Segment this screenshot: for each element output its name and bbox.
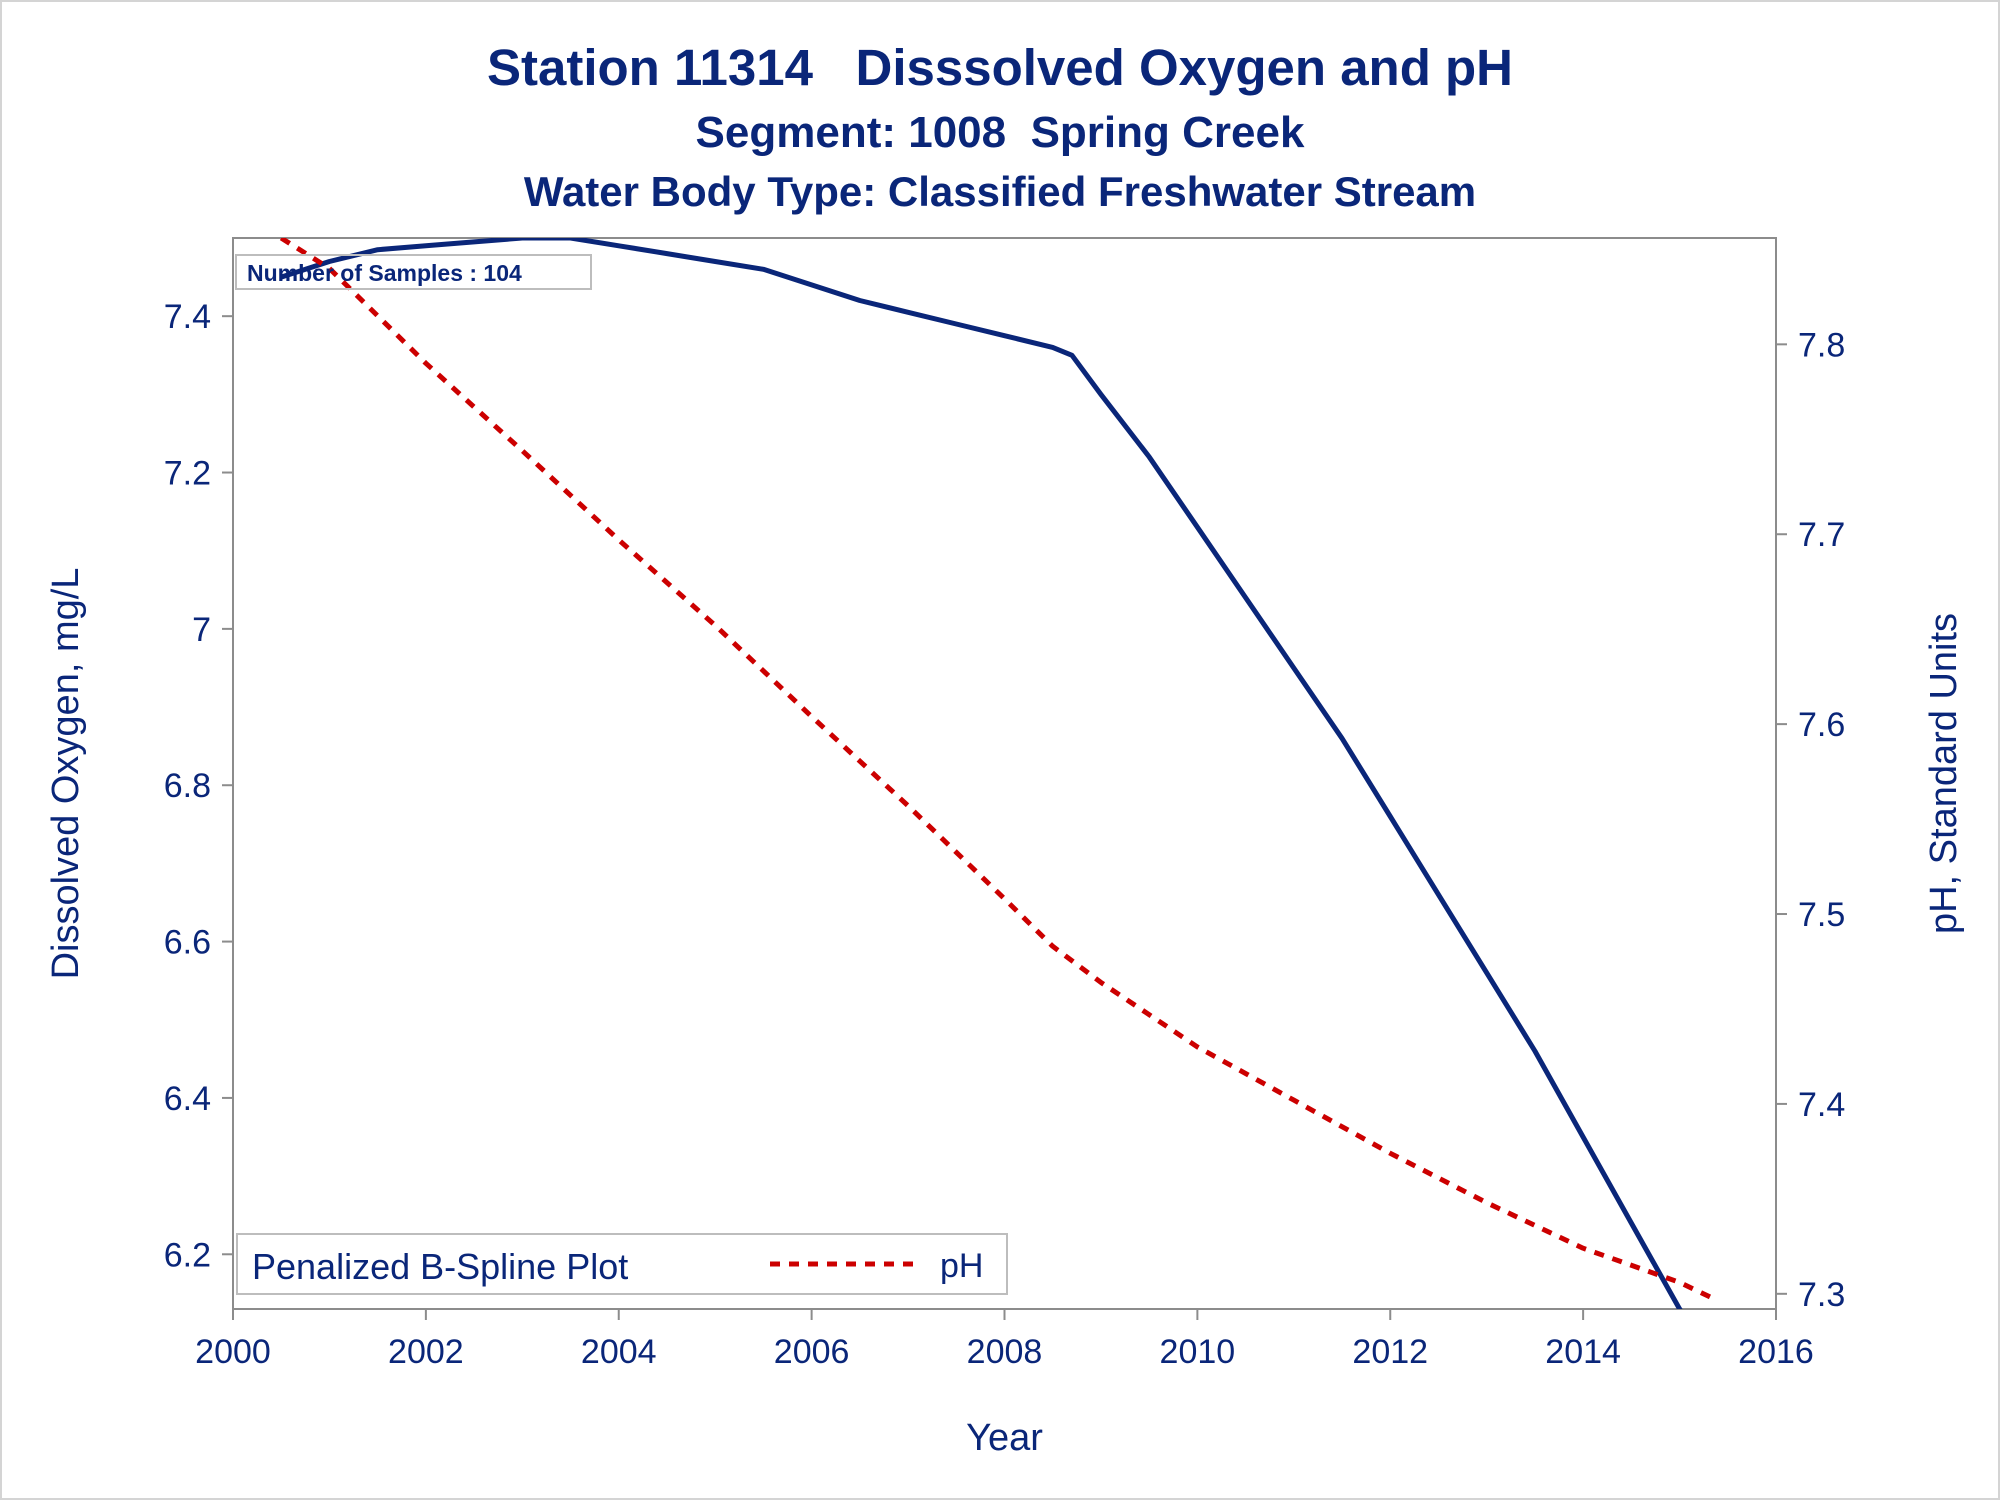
- legend-title: Penalized B-Spline Plot: [252, 1246, 628, 1287]
- plot-area-border: [232, 237, 1777, 1310]
- y-tick-label: 6.8: [164, 767, 211, 805]
- x-tick-label: 2014: [1545, 1333, 1621, 1371]
- x-tick-label: 2006: [774, 1333, 850, 1371]
- x-tick-label: 2004: [581, 1333, 657, 1371]
- x-tick-label: 2016: [1738, 1333, 1814, 1371]
- y-axis-label: Dissolved Oxygen, mg/L: [45, 568, 87, 980]
- x-tick-label: 2002: [388, 1333, 464, 1371]
- y2-tick-label: 7.5: [1798, 896, 1845, 934]
- x-tick-label: 2008: [967, 1333, 1043, 1371]
- y-tick-label: 6.4: [164, 1080, 211, 1118]
- y-tick-label: 7: [192, 611, 211, 649]
- x-axis-label: Year: [966, 1417, 1043, 1459]
- sample-count-box: [235, 254, 592, 290]
- y2-axis-label: pH, Standard Units: [1923, 613, 1965, 934]
- y2-tick-label: 7.8: [1798, 326, 1845, 364]
- y-tick-label: 6.2: [164, 1236, 211, 1274]
- ph-series-line: [279, 238, 1713, 1300]
- y-tick-label: 7.2: [164, 455, 211, 493]
- y2-tick-label: 7.3: [1798, 1276, 1845, 1314]
- x-tick-label: 2000: [195, 1333, 271, 1371]
- legend-ph-label: pH: [940, 1247, 983, 1285]
- y2-tick-label: 7.4: [1798, 1086, 1845, 1124]
- x-tick-label: 2010: [1160, 1333, 1236, 1371]
- sample-count-label: Number of Samples : 104: [247, 260, 522, 286]
- dissolved-oxygen-series-line: [280, 238, 1683, 1309]
- y-tick-label: 6.6: [164, 924, 211, 962]
- y2-tick-label: 7.7: [1798, 516, 1845, 554]
- y-tick-label: 7.4: [164, 298, 211, 336]
- chart-subtitle-waterbody: Water Body Type: Classified Freshwater S…: [523, 168, 1477, 215]
- chart-subtitle-segment: Segment: 1008 Spring Creek: [695, 108, 1305, 157]
- y2-tick-label: 7.6: [1798, 706, 1845, 744]
- legend-box: [236, 1233, 1008, 1295]
- chart-title: Station 11314 Disssolved Oxygen and pH: [486, 39, 1514, 96]
- x-tick-label: 2012: [1352, 1333, 1428, 1371]
